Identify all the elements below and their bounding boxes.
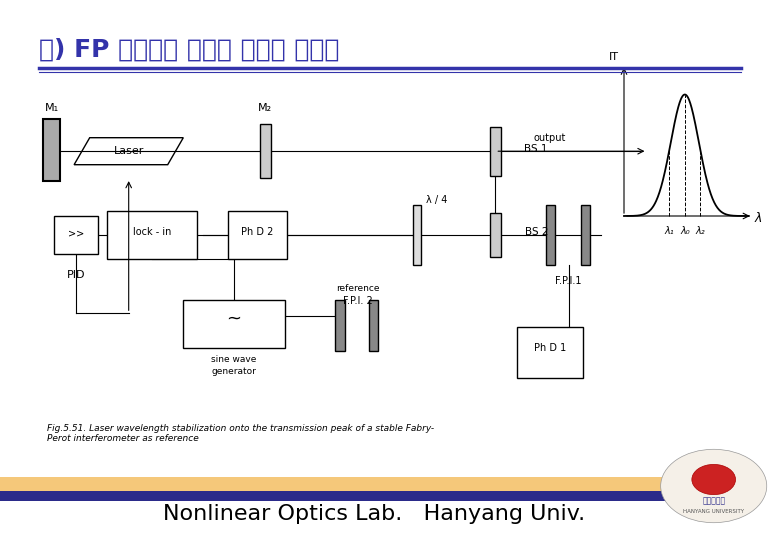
Text: sine wave: sine wave bbox=[211, 355, 257, 363]
Text: BS 1: BS 1 bbox=[524, 144, 548, 153]
Text: λ / 4: λ / 4 bbox=[426, 195, 448, 205]
Bar bbox=[0, 491, 698, 501]
Bar bbox=[369, 300, 378, 351]
Text: Fig.5.51. Laser wavelength stabilization onto the transmission peak of a stable : Fig.5.51. Laser wavelength stabilization… bbox=[47, 424, 434, 443]
Bar bbox=[413, 205, 421, 265]
Text: Ph D 2: Ph D 2 bbox=[241, 227, 274, 237]
Polygon shape bbox=[260, 124, 271, 178]
Text: F.P.I. 2: F.P.I. 2 bbox=[343, 296, 373, 306]
Polygon shape bbox=[74, 138, 183, 165]
Text: 한양대학교: 한양대학교 bbox=[702, 497, 725, 505]
Bar bbox=[0, 477, 698, 492]
Bar bbox=[581, 205, 590, 265]
Bar bbox=[54, 216, 98, 254]
Bar bbox=[107, 211, 197, 259]
Text: output: output bbox=[534, 133, 566, 143]
Bar bbox=[228, 211, 287, 259]
Text: M₁: M₁ bbox=[44, 103, 58, 113]
Bar bbox=[546, 205, 555, 265]
Text: >>: >> bbox=[68, 228, 83, 238]
Bar bbox=[517, 327, 583, 378]
Bar bbox=[335, 300, 345, 351]
Text: lock - in: lock - in bbox=[133, 227, 172, 237]
Text: 예) FP 공진기를 이용한 주파수 안정화: 예) FP 공진기를 이용한 주파수 안정화 bbox=[39, 38, 339, 62]
Text: reference: reference bbox=[336, 285, 380, 293]
Text: λ: λ bbox=[755, 212, 762, 225]
Polygon shape bbox=[490, 127, 501, 176]
Polygon shape bbox=[490, 213, 501, 256]
Text: IT: IT bbox=[608, 52, 619, 62]
Text: Laser: Laser bbox=[114, 146, 144, 156]
Text: λ₀: λ₀ bbox=[680, 226, 690, 236]
Text: Nonlinear Optics Lab.   Hanyang Univ.: Nonlinear Optics Lab. Hanyang Univ. bbox=[163, 504, 586, 524]
Text: λ₂: λ₂ bbox=[696, 226, 705, 236]
Text: F.P.I.1: F.P.I.1 bbox=[555, 276, 582, 286]
Text: BS 2: BS 2 bbox=[525, 227, 548, 237]
Bar bbox=[43, 119, 60, 181]
Text: generator: generator bbox=[211, 367, 257, 376]
Text: PID: PID bbox=[66, 271, 85, 280]
Text: ~: ~ bbox=[226, 309, 242, 328]
Text: λ₁: λ₁ bbox=[665, 226, 674, 236]
Circle shape bbox=[661, 449, 767, 523]
Text: M₂: M₂ bbox=[258, 103, 272, 113]
Circle shape bbox=[692, 464, 736, 495]
Text: Ph D 1: Ph D 1 bbox=[534, 343, 566, 353]
Text: HANYANG UNIVERSITY: HANYANG UNIVERSITY bbox=[683, 509, 744, 515]
Bar bbox=[183, 300, 285, 348]
